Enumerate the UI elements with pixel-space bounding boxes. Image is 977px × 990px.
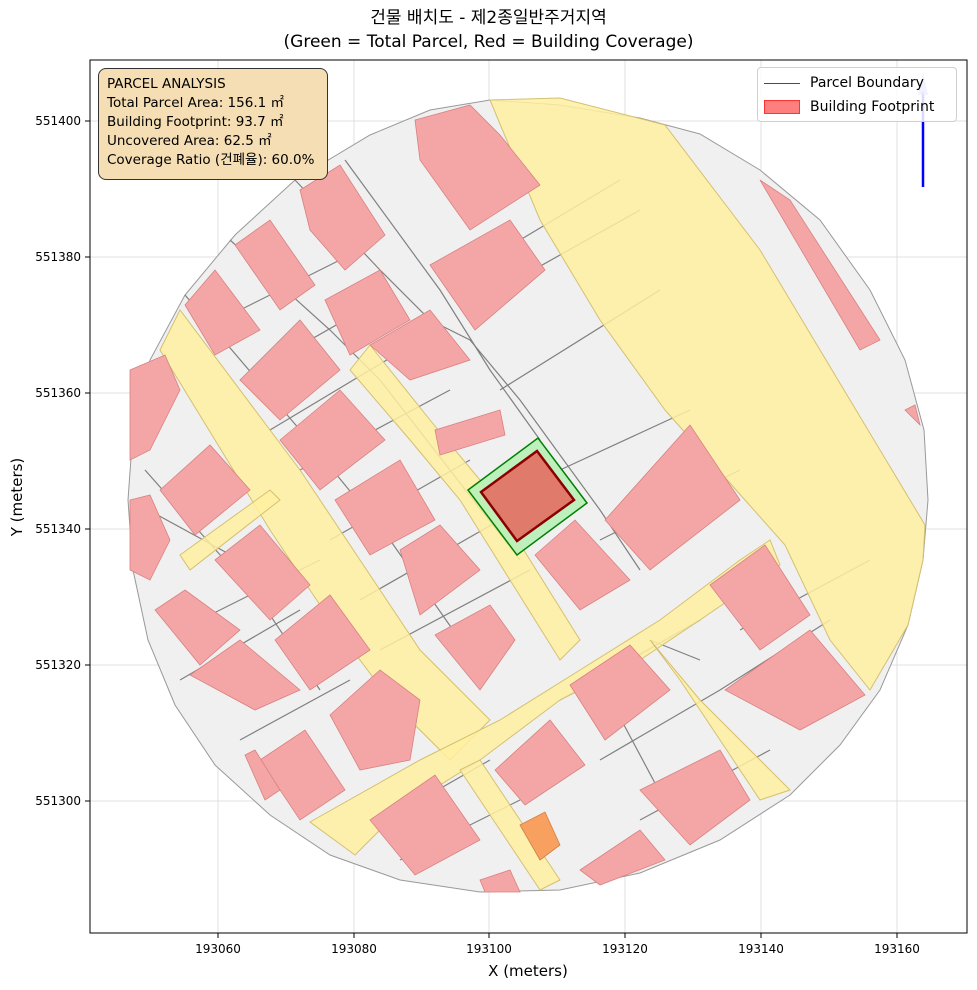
road-west-diagonal: [159, 309, 491, 761]
y-tick-label: 551300: [35, 794, 81, 808]
parcel-analysis-box: PARCEL ANALYSIS Total Parcel Area: 156.1…: [98, 68, 328, 180]
target-building: [479, 449, 576, 543]
analysis-total-area: Total Parcel Area: 156.1 ㎡: [107, 95, 284, 111]
road-central-diagonal: [349, 344, 581, 661]
x-tick-label: 193160: [874, 942, 920, 956]
y-tick-marks: [85, 120, 90, 802]
road-south-spur: [459, 759, 561, 891]
legend-label: Building Footprint: [810, 99, 935, 115]
legend: Parcel Boundary Building Footprint: [757, 67, 957, 122]
legend-item-building-footprint: Building Footprint: [764, 96, 934, 118]
x-tick-label: 193060: [195, 942, 241, 956]
analysis-title: PARCEL ANALYSIS: [107, 76, 226, 92]
y-tick-label: 551360: [35, 386, 81, 400]
map-subtitle: (Green = Total Parcel, Red = Building Co…: [283, 32, 694, 52]
legend-label: Parcel Boundary: [810, 75, 924, 91]
y-tick-label: 551340: [35, 522, 81, 536]
x-tick-label: 193140: [738, 942, 784, 956]
legend-item-parcel-boundary: Parcel Boundary: [764, 72, 924, 94]
building-footprints: [129, 104, 921, 893]
road-east-diagonal: [489, 97, 926, 691]
x-tick-label: 193100: [466, 942, 512, 956]
analysis-uncovered-area: Uncovered Area: 62.5 ㎡: [107, 133, 272, 149]
x-tick-label: 193080: [331, 942, 377, 956]
legend-patch-swatch: [764, 100, 800, 114]
road-spur-west: [179, 489, 281, 571]
legend-line-swatch: [764, 82, 800, 84]
road-southeast-spur: [649, 639, 791, 801]
y-tick-label: 551400: [35, 114, 81, 128]
x-tick-marks: [217, 933, 898, 938]
axes-frame: [89, 59, 968, 934]
y-axis-label: Y (meters): [8, 458, 26, 538]
y-tick-label: 551380: [35, 250, 81, 264]
analysis-coverage-ratio: Coverage Ratio (건폐율): 60.0%: [107, 152, 315, 168]
x-tick-label: 193120: [602, 942, 648, 956]
map-title: 건물 배치도 - 제2종일반주거지역: [370, 8, 607, 28]
roads: [159, 97, 926, 891]
y-tick-label: 551320: [35, 658, 81, 672]
analysis-building-footprint: Building Footprint: 93.7 ㎡: [107, 114, 284, 130]
x-axis-label: X (meters): [488, 962, 568, 980]
